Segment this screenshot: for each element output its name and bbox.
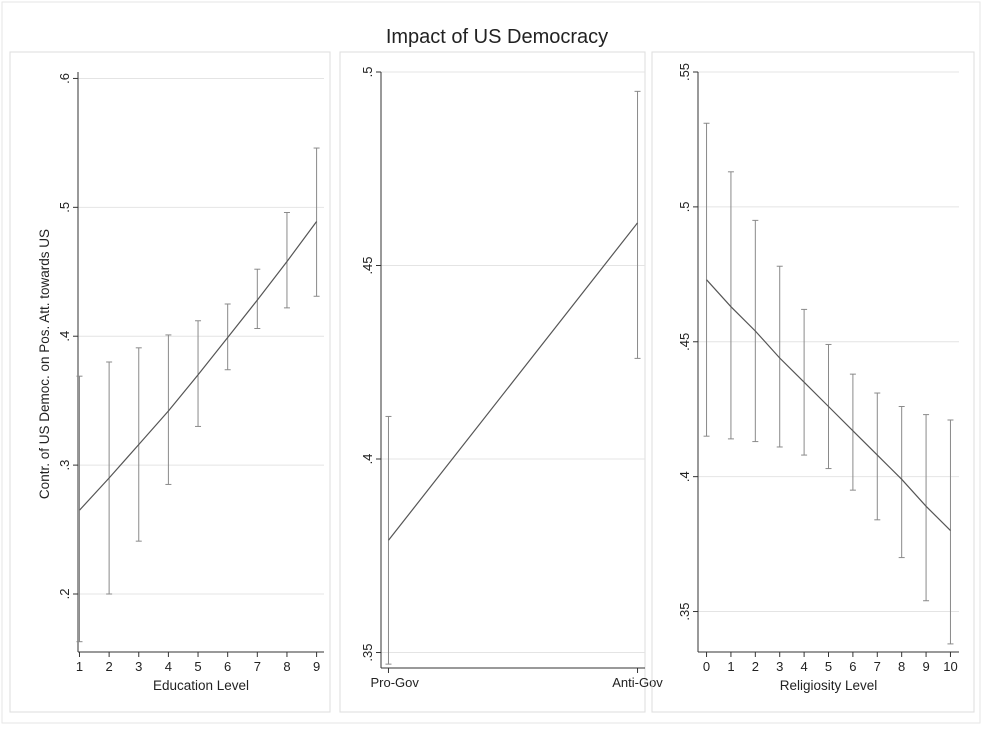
y-tick-label: .2 [57,589,72,600]
y-tick-label: .4 [360,454,375,465]
y-tick-label: .5 [360,67,375,78]
series-line [706,279,951,532]
x-tick-label: 4 [800,659,807,674]
x-tick-label: 1 [727,659,734,674]
x-tick-label: 7 [254,659,261,674]
x-tick-label: Pro-Gov [370,675,419,690]
x-tick-label: 9 [313,659,320,674]
y-tick-label: .3 [57,460,72,471]
y-tick-label: .45 [360,256,375,274]
y-tick-label: .55 [677,63,692,81]
x-tick-label: 5 [194,659,201,674]
x-tick-label: Anti-Gov [612,675,663,690]
y-tick-label: .35 [360,643,375,661]
y-tick-label: .35 [677,602,692,620]
x-tick-label: 7 [874,659,881,674]
x-tick-label: 0 [703,659,710,674]
x-tick-label: 2 [106,659,113,674]
x-tick-label: 6 [224,659,231,674]
x-axis-label: Religiosity Level [780,678,878,693]
series-line [388,222,638,541]
chart-panel-3: .35 .4 .45 .5 .55 0 1 2 3 4 5 6 7 8 9 10 Religiosity Lev… [651,51,975,713]
x-tick-label: 10 [943,659,957,674]
y-tick-label: .45 [677,333,692,351]
x-tick-label: 2 [752,659,759,674]
x-tick-label: 6 [849,659,856,674]
x-tick-label: 1 [76,659,83,674]
x-tick-label: 8 [898,659,905,674]
x-tick-label: 3 [776,659,783,674]
x-tick-label: 4 [165,659,172,674]
series-line [79,221,318,511]
y-tick-label: .5 [677,201,692,212]
x-tick-label: 5 [825,659,832,674]
x-tick-label: 9 [922,659,929,674]
y-tick-label: .4 [57,331,72,342]
panel-frame [339,51,646,713]
panel-frame [651,51,975,713]
figure-title: Impact of US Democracy [386,26,608,48]
y-tick-label: .4 [677,471,692,482]
x-axis-label: Education Level [153,678,249,693]
figure-y-axis-label: Contr. of US Democ. on Pos. Att. towards… [37,229,52,499]
y-tick-label: .6 [57,73,72,84]
panel-frame [9,51,331,713]
chart-panel-2: .35 .4 .45 .5 Pro-Gov Anti-Gov [339,51,663,713]
y-tick-label: .5 [57,202,72,213]
x-tick-label: 8 [283,659,290,674]
x-tick-label: 3 [135,659,142,674]
chart-panels: .2 .3 .4 .5 .6 1 2 3 4 5 6 7 8 9 Education Level .35 .4.… [9,51,975,713]
chart-panel-1: .2 .3 .4 .5 .6 1 2 3 4 5 6 7 8 9 Education Level [9,51,331,713]
